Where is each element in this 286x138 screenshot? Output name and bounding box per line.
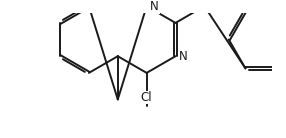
Text: N: N xyxy=(150,0,159,13)
Text: N: N xyxy=(179,50,188,63)
Text: Cl: Cl xyxy=(141,91,152,104)
